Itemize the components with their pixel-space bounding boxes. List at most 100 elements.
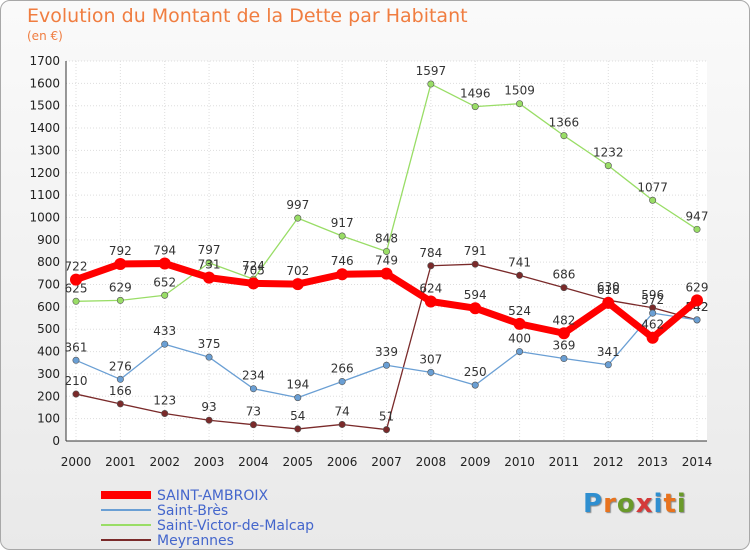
data-label: 433 [153,324,176,338]
data-label: 797 [198,243,221,257]
x-tick-label: 2014 [682,455,713,469]
data-point [560,284,568,292]
x-tick-label: 2013 [637,455,668,469]
y-tick-label: 1700 [29,54,60,68]
data-label: 54 [290,409,305,423]
legend-label: Saint-Victor-de-Malcap [157,518,314,534]
data-point [158,257,171,270]
data-label: 1496 [460,87,491,101]
data-label: 791 [464,244,487,258]
data-label: 630 [597,280,620,294]
data-label: 629 [686,280,709,294]
data-point [338,420,346,428]
data-label: 749 [375,254,398,268]
data-point [427,368,435,376]
data-label: 123 [153,394,176,408]
data-label: 594 [464,288,487,302]
data-label: 369 [552,339,575,353]
legend-label: SAINT-AMBROIX [157,488,268,504]
x-tick-label: 2000 [61,455,92,469]
x-tick-label: 2007 [371,455,402,469]
data-point [469,302,482,315]
data-point [338,378,346,386]
data-point [294,214,302,222]
data-label: 947 [686,209,709,223]
legend-label: Saint-Brès [157,503,228,519]
data-label: 482 [552,313,575,327]
data-label: 51 [379,410,394,424]
y-tick-label: 1500 [29,99,60,113]
data-point [602,296,615,309]
data-label: 731 [198,258,221,272]
y-tick-label: 0 [52,434,60,448]
data-point [203,271,216,284]
data-label: 625 [65,281,88,295]
data-label: 74 [335,404,350,418]
data-label: 629 [109,280,132,294]
y-tick-label: 1400 [29,121,60,135]
data-point [382,247,390,255]
data-label: 722 [65,260,88,274]
data-label: 705 [242,263,265,277]
data-point [560,132,568,140]
data-point [249,421,257,429]
data-label: 618 [597,283,620,297]
x-tick-label: 2010 [504,455,535,469]
data-point [471,103,479,111]
x-tick-label: 2002 [149,455,180,469]
x-tick-label: 2003 [194,455,225,469]
data-point [247,277,260,290]
data-label: 400 [508,332,531,346]
x-tick-label: 2011 [549,455,580,469]
data-label: 234 [242,369,265,383]
data-label: 596 [641,288,664,302]
data-label: 166 [109,384,132,398]
data-point [516,348,524,356]
data-label: 1366 [549,116,580,130]
data-point [205,259,213,267]
data-point [161,291,169,299]
y-tick-label: 600 [37,300,60,314]
data-label: 339 [375,345,398,359]
chart-subtitle: (en €) [27,29,63,43]
data-point [116,400,124,408]
data-point [116,296,124,304]
data-point [516,100,524,108]
data-point [294,425,302,433]
data-point [205,353,213,361]
data-label: 997 [286,198,309,212]
data-point [382,426,390,434]
data-point [291,278,304,291]
data-label: 1597 [416,64,447,78]
y-tick-label: 1600 [29,76,60,90]
x-tick-label: 2004 [238,455,269,469]
data-point [72,297,80,305]
data-point [649,196,657,204]
data-label: 276 [109,359,132,373]
data-label: 341 [597,345,620,359]
data-point [336,268,349,281]
data-label: 794 [153,244,176,258]
data-label: 93 [201,400,216,414]
data-label: 686 [552,268,575,282]
data-label: 524 [508,304,531,318]
data-label: 792 [109,244,132,258]
data-point [249,385,257,393]
data-label: 375 [198,337,221,351]
data-point [604,361,612,369]
data-label: 784 [419,246,442,260]
data-point [338,232,346,240]
y-tick-label: 100 [37,412,60,426]
data-label: 361 [65,340,88,354]
data-point [693,316,701,324]
y-tick-label: 1300 [29,143,60,157]
data-label: 266 [331,362,354,376]
data-label: 73 [246,405,261,419]
data-label: 1509 [504,84,535,98]
y-tick-label: 1100 [29,188,60,202]
data-point [294,394,302,402]
data-point [205,416,213,424]
data-point [427,262,435,270]
data-point [691,294,703,307]
